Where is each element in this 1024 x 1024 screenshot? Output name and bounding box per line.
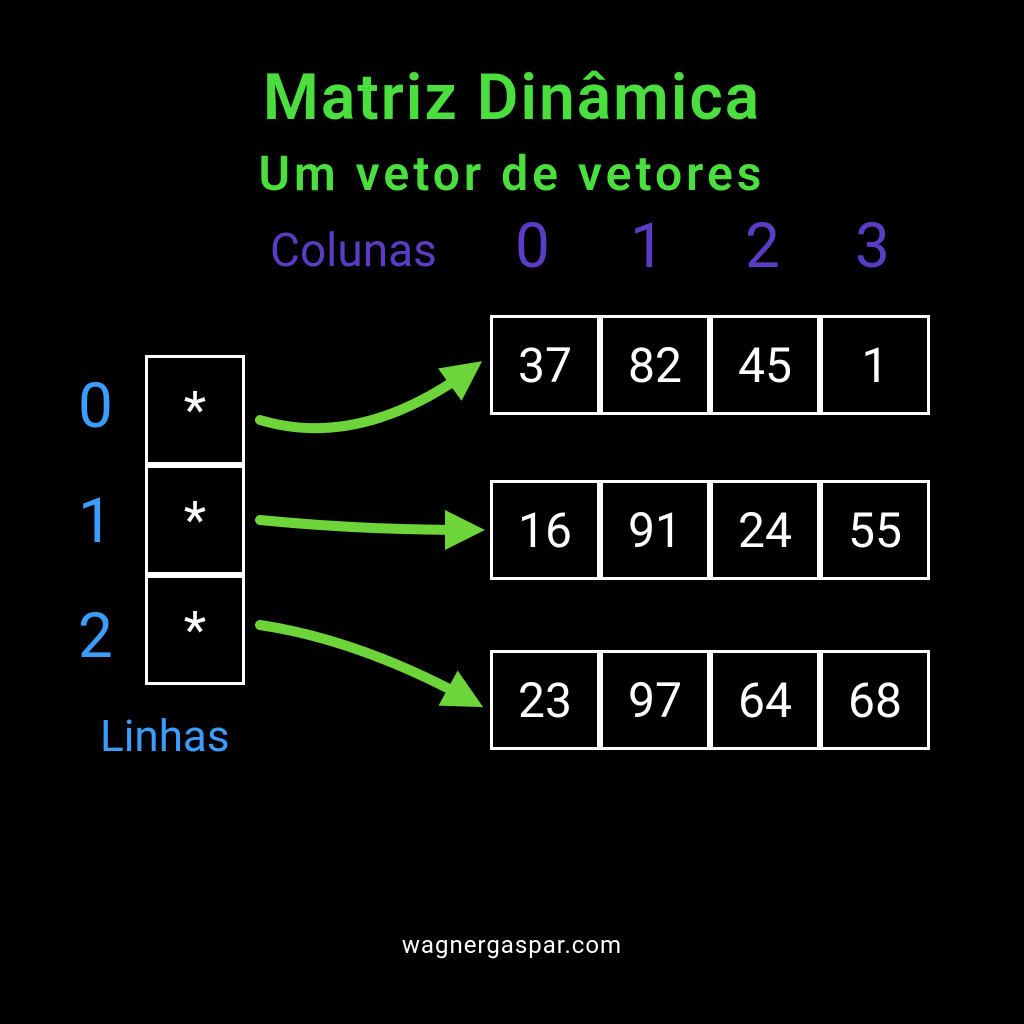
- data-cell-1-1: 91: [600, 480, 710, 580]
- pointer-cell-2: *: [145, 575, 245, 685]
- arrow-2: [260, 625, 470, 700]
- footer-credit: wagnergaspar.com: [0, 931, 1024, 959]
- rows-label: Linhas: [100, 710, 230, 762]
- data-cell-1-2: 24: [710, 480, 820, 580]
- data-cell-0-1: 82: [600, 315, 710, 415]
- diagram-container: Matriz Dinâmica Um vetor de vetores Colu…: [0, 0, 1024, 1024]
- subtitle: Um vetor de vetores: [0, 145, 1024, 202]
- pointer-cell-0: *: [145, 355, 245, 465]
- data-cell-0-2: 45: [710, 315, 820, 415]
- data-cell-2-0: 23: [490, 650, 600, 750]
- col-index-2: 2: [745, 210, 780, 283]
- pointer-cell-1: *: [145, 465, 245, 575]
- data-cell-2-2: 64: [710, 650, 820, 750]
- data-cell-1-3: 55: [820, 480, 930, 580]
- row-index-2: 2: [78, 600, 113, 673]
- data-cell-1-0: 16: [490, 480, 600, 580]
- col-index-0: 0: [515, 210, 550, 283]
- arrow-1: [260, 520, 470, 530]
- data-cell-0-0: 37: [490, 315, 600, 415]
- arrow-0: [260, 370, 470, 428]
- col-index-1: 1: [630, 210, 665, 283]
- data-cell-2-3: 68: [820, 650, 930, 750]
- row-index-0: 0: [78, 370, 113, 443]
- data-cell-2-1: 97: [600, 650, 710, 750]
- data-cell-0-3: 1: [820, 315, 930, 415]
- row-index-1: 1: [78, 485, 113, 558]
- columns-label: Colunas: [270, 224, 437, 278]
- col-index-3: 3: [855, 210, 890, 283]
- main-title: Matriz Dinâmica: [0, 60, 1024, 135]
